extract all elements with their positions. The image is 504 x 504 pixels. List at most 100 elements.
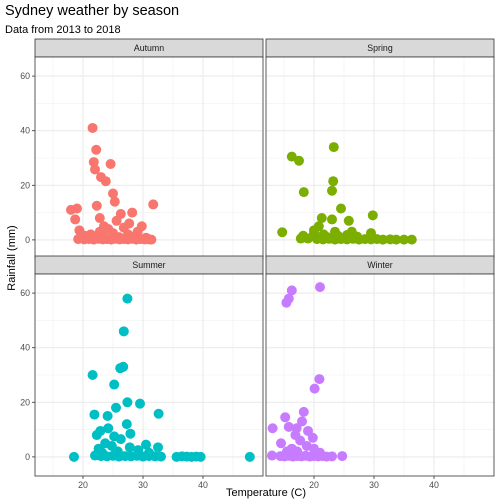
data-point xyxy=(195,451,206,462)
data-point xyxy=(378,234,388,245)
data-point xyxy=(307,432,318,443)
data-point xyxy=(103,423,114,434)
y-tick-label: 40 xyxy=(20,343,30,353)
facet-panel-summer: Summer 0 20 40 60 20 30 40 xyxy=(20,255,264,490)
data-point xyxy=(267,423,278,434)
data-point xyxy=(94,213,105,224)
data-point xyxy=(127,207,138,218)
x-tick-label: 40 xyxy=(429,480,439,490)
data-point xyxy=(309,383,320,394)
data-point xyxy=(105,159,116,170)
data-point xyxy=(109,196,120,207)
data-point xyxy=(337,451,348,462)
data-point xyxy=(315,282,325,293)
data-point xyxy=(298,406,309,417)
data-point xyxy=(100,176,111,187)
data-point xyxy=(87,122,98,133)
data-point xyxy=(115,434,126,445)
y-tick-label: 60 xyxy=(20,288,30,298)
data-point xyxy=(277,227,288,238)
data-point xyxy=(297,416,307,427)
y-tick-label: 20 xyxy=(20,180,30,190)
data-point xyxy=(399,234,409,245)
data-point xyxy=(115,363,126,374)
data-point xyxy=(391,234,402,245)
facet-strip-label: Summer xyxy=(132,260,165,270)
data-point xyxy=(327,451,337,462)
data-point xyxy=(109,379,120,390)
data-point xyxy=(146,234,157,245)
data-point xyxy=(267,450,277,461)
panel-border xyxy=(34,273,264,477)
facet-panel-winter: Winter 20 30 40 xyxy=(265,255,495,490)
data-point xyxy=(87,370,98,380)
data-point xyxy=(135,398,145,409)
data-point xyxy=(343,215,354,226)
data-point xyxy=(327,214,337,225)
data-point xyxy=(367,210,378,221)
x-tick-label: 30 xyxy=(369,480,379,490)
data-point xyxy=(295,435,306,446)
facet-strip-label: Spring xyxy=(367,43,393,53)
y-axis-title: Rainfall (mm) xyxy=(6,225,18,290)
data-point xyxy=(153,408,164,419)
data-point xyxy=(276,438,286,449)
x-tick-label: 30 xyxy=(138,480,148,490)
data-point xyxy=(125,428,136,439)
x-tick-label: 20 xyxy=(78,480,88,490)
data-point xyxy=(298,187,309,198)
y-tick-label: 20 xyxy=(20,397,30,407)
y-tick-label: 0 xyxy=(25,235,30,245)
data-point xyxy=(91,144,102,155)
data-point xyxy=(327,185,337,196)
data-point xyxy=(141,439,151,450)
data-point xyxy=(111,402,121,413)
data-point xyxy=(122,397,133,408)
data-point xyxy=(280,412,291,423)
y-tick-label: 0 xyxy=(25,452,30,462)
x-axis-title: Temperature (C) xyxy=(226,487,306,499)
data-point xyxy=(295,233,306,244)
data-point xyxy=(91,430,102,441)
data-point xyxy=(303,233,313,244)
data-point xyxy=(153,442,163,453)
panel-border xyxy=(265,273,495,477)
data-point xyxy=(244,451,255,462)
chart-subtitle: Data from 2013 to 2018 xyxy=(5,24,121,36)
data-point xyxy=(148,199,159,210)
facet-strip-label: Autumn xyxy=(134,43,164,53)
data-point xyxy=(69,451,79,462)
data-point xyxy=(406,234,417,245)
data-point xyxy=(90,164,100,175)
data-point xyxy=(122,293,133,304)
chart-title: Sydney weather by season xyxy=(5,3,179,19)
data-point xyxy=(72,203,82,214)
facet-panel-spring: Spring xyxy=(265,38,495,260)
x-tick-label: 20 xyxy=(309,480,319,490)
data-point xyxy=(70,214,81,225)
data-point xyxy=(281,297,292,308)
data-point xyxy=(286,285,297,296)
facet-strip-label: Winter xyxy=(367,260,392,270)
data-point xyxy=(108,188,118,199)
data-point xyxy=(89,409,100,420)
data-point xyxy=(316,213,327,224)
data-point xyxy=(314,374,325,385)
y-tick-label: 60 xyxy=(20,71,30,81)
data-point xyxy=(294,155,304,166)
data-point xyxy=(124,442,135,453)
x-tick-label: 40 xyxy=(198,480,208,490)
data-point xyxy=(328,142,339,153)
data-point xyxy=(88,157,99,168)
data-point xyxy=(156,451,166,462)
data-point xyxy=(283,421,294,432)
data-point xyxy=(91,200,102,211)
data-point xyxy=(121,419,132,430)
facet-panel-autumn: Autumn 0 20 40 60 xyxy=(20,38,264,260)
data-point xyxy=(336,203,346,214)
data-point xyxy=(328,176,339,187)
y-tick-label: 40 xyxy=(20,126,30,136)
data-point xyxy=(102,410,113,421)
